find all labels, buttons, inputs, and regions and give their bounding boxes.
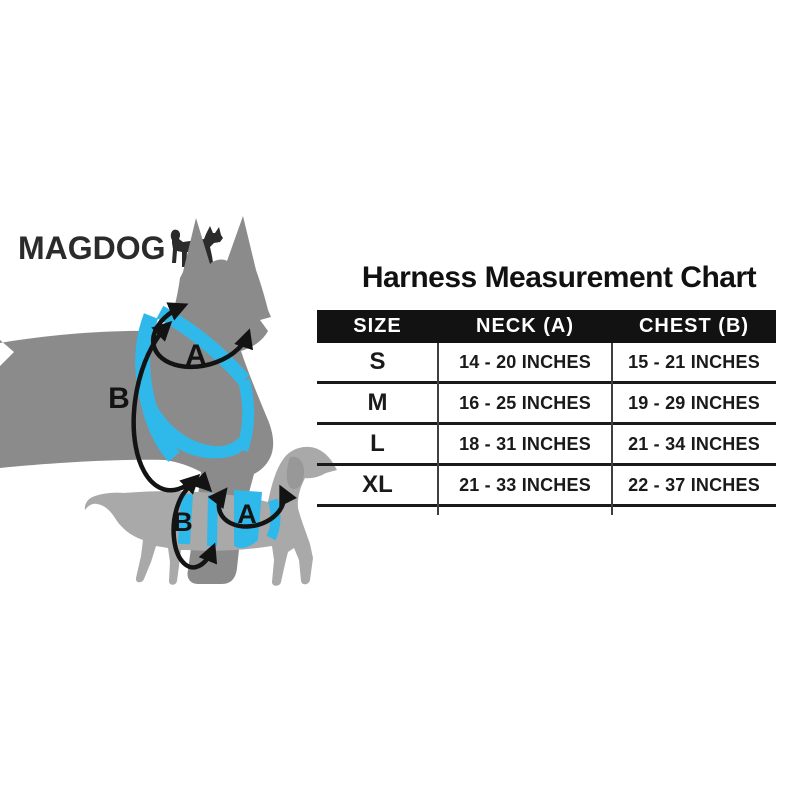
small-dog-chest-label: B [173, 507, 193, 537]
measurement-diagram: A B B A [0, 200, 340, 605]
small-dog-neck-label: A [237, 499, 257, 529]
large-dog-neck-label: A [185, 339, 207, 372]
neck-range: 16 - 25 INCHES [459, 392, 591, 413]
neck-range: 21 - 33 INCHES [459, 474, 591, 495]
small-dog-chest-arrow [171, 471, 218, 570]
column-header-neck: NECK (A) [476, 315, 574, 337]
large-dog-chest-label: B [108, 382, 130, 415]
small-harness-back-strap [178, 493, 193, 545]
size-chart-table: SIZE NECK (A) CHEST (B) S 14 - 20 INCHES… [317, 310, 776, 515]
small-harness-mid-strap [207, 494, 218, 547]
chest-range: 19 - 29 INCHES [628, 392, 760, 413]
neck-range: 14 - 20 INCHES [459, 351, 591, 372]
small-dog-neck-arrow [207, 484, 298, 529]
table-header-row: SIZE NECK (A) CHEST (B) [317, 310, 776, 343]
neck-range: 18 - 31 INCHES [459, 433, 591, 454]
page-title: Harness Measurement Chart [361, 261, 757, 294]
measurement-arrows [131, 302, 298, 570]
chest-range: 15 - 21 INCHES [628, 351, 760, 372]
table-row-m: M 16 - 25 INCHES 19 - 29 INCHES [317, 384, 776, 425]
harness-front-strap [236, 378, 255, 453]
size-value: M [367, 389, 388, 416]
chest-range: 21 - 34 INCHES [628, 433, 760, 454]
table-row-xl: XL 21 - 33 INCHES 22 - 37 INCHES [317, 466, 776, 507]
brand-name: MAGDOG [18, 230, 166, 266]
table-row-s: S 14 - 20 INCHES 15 - 21 INCHES [317, 343, 776, 384]
size-value: L [370, 430, 385, 457]
column-divider [437, 343, 439, 515]
table-row-l: L 18 - 31 INCHES 21 - 34 INCHES [317, 425, 776, 466]
column-header-chest: CHEST (B) [638, 315, 750, 337]
small-dog-ear [286, 456, 304, 490]
chest-range: 22 - 37 INCHES [628, 474, 760, 495]
column-divider [611, 343, 613, 515]
size-value: XL [362, 471, 393, 498]
size-value: S [369, 348, 386, 375]
column-header-size: SIZE [353, 315, 402, 337]
large-dog-chest-arrow [131, 320, 201, 495]
